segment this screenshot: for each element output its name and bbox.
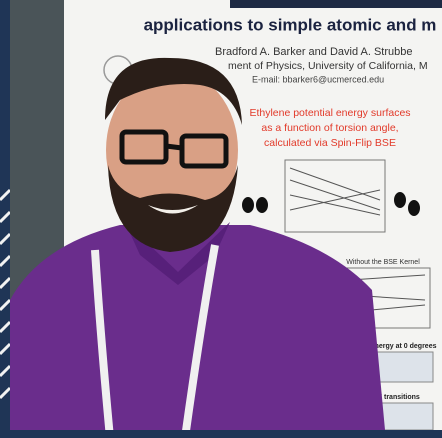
poster-plot-lines [289,167,381,216]
poster-molecules [242,192,420,216]
beard [108,165,238,252]
poster-title-bar [230,0,442,8]
teeth [148,205,198,214]
frame-bottom [0,430,442,438]
lanyard [91,249,114,438]
poster-table-title: xcitation energy at 0 degrees [340,343,437,350]
frame-stripes [0,188,12,400]
face [106,70,238,230]
hair [105,57,242,125]
poster-heading: calculated via Spin-Flip BSE [264,137,396,149]
poster-authors: Bradford A. Barker and David A. Strubbe [215,46,413,58]
glasses [119,129,229,169]
lanyard [181,244,219,438]
poster-plot-title: Without the BSE Kernel [346,259,420,266]
poster-heading: Ethylene potential energy surfaces [249,107,410,119]
person [10,57,385,438]
poster-title: applications to simple atomic and m [144,15,437,34]
poster-email: E-mail: bbarker6@ucmerced.edu [252,74,384,84]
poster-heading: as a function of torsion angle, [261,122,398,134]
collar [125,222,230,285]
poster-affiliation: ment of Physics, University of Californi… [228,60,428,72]
poster-plot [284,159,386,233]
